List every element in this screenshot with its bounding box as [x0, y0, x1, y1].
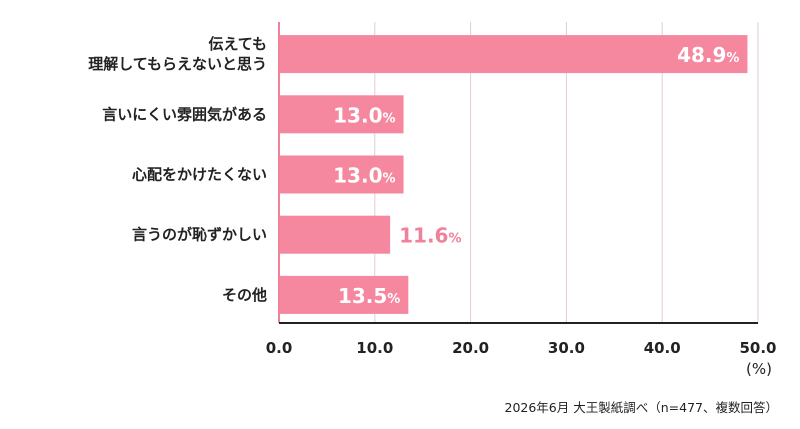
value-label: 48.9%	[677, 43, 739, 67]
category-label: その他	[222, 286, 267, 304]
source-note: 2026年6月 大王製紙調べ（n=477、複数回答）	[504, 400, 779, 415]
x-axis-unit: (%)	[746, 360, 772, 378]
x-tick-label: 40.0	[644, 339, 681, 357]
bars	[279, 35, 748, 314]
category-label: 理解してもらえないと思う	[88, 55, 267, 73]
bar	[279, 155, 404, 194]
value-label: 11.6%	[399, 224, 461, 248]
x-tick-label: 10.0	[356, 339, 393, 357]
x-tick-label: 30.0	[548, 339, 585, 357]
value-label: 13.0%	[333, 164, 395, 188]
x-tick-label: 0.0	[266, 339, 293, 357]
category-labels: 伝えても理解してもらえないと思う言いにくい雰囲気がある心配をかけたくない言うのが…	[88, 35, 267, 304]
value-label: 13.5%	[338, 284, 400, 308]
x-tick-label: 50.0	[739, 339, 776, 357]
bar	[279, 35, 748, 74]
x-tick-labels: 0.0 10.0 20.0 30.0 40.0 50.0	[266, 339, 777, 357]
bar	[279, 275, 409, 314]
category-label: 言いにくい雰囲気がある	[102, 105, 267, 123]
value-labels: 48.9% 13.0% 13.0% 11.6% 13.5%	[333, 43, 739, 308]
bar	[279, 95, 404, 134]
category-label: 伝えても	[208, 35, 267, 53]
value-label: 13.0%	[333, 103, 395, 127]
category-label: 言うのが恥ずかしい	[132, 226, 267, 244]
category-label: 心配をかけたくない	[132, 166, 267, 184]
bar	[279, 215, 391, 254]
x-tick-label: 20.0	[452, 339, 489, 357]
